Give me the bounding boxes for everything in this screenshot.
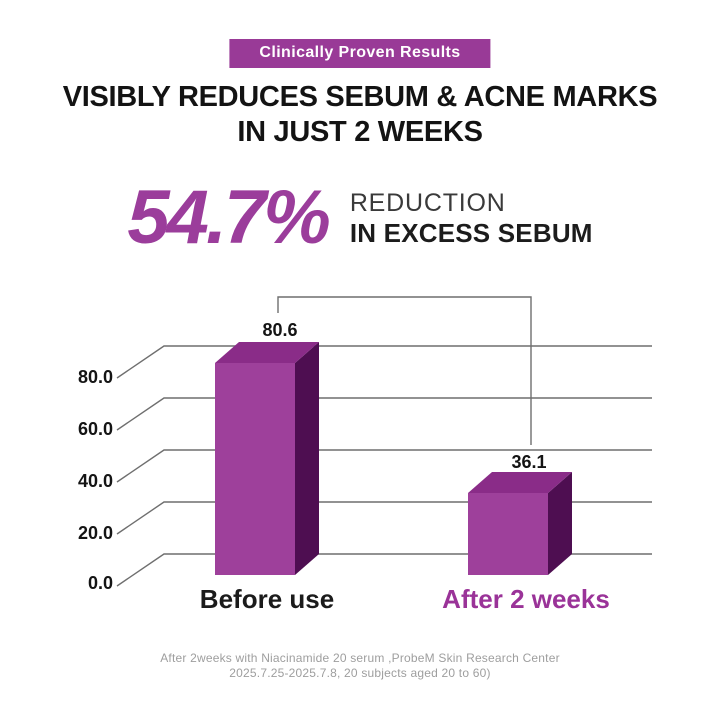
bar-after-front-face	[468, 493, 548, 575]
clinically-proven-badge: Clinically Proven Results	[229, 39, 491, 68]
headline-line-1: VISIBLY REDUCES SEBUM & ACNE MARKS	[62, 81, 658, 113]
gridline-80	[116, 345, 652, 379]
footnote-line-1: After 2weeks with Niacinamide 20 serum ,…	[160, 651, 560, 665]
bar-before-side-face	[295, 342, 319, 575]
bar-before-value-label: 80.6	[262, 320, 297, 340]
gridline-0	[116, 553, 652, 587]
gridline-40	[116, 449, 652, 483]
bar-before-front-face	[215, 363, 295, 575]
footnote: After 2weeks with Niacinamide 20 serum ,…	[0, 651, 720, 681]
y-axis-tick-labels: 80.0 60.0 40.0 20.0 0.0	[78, 367, 113, 593]
bar-before-category-label: Before use	[200, 584, 334, 614]
headline-line-2: IN JUST 2 WEEKS	[237, 116, 483, 148]
bar-after-2-weeks	[468, 472, 572, 575]
y-tick-label-0: 0.0	[88, 573, 113, 593]
y-tick-label-60: 60.0	[78, 419, 113, 439]
bar-before-top-face	[215, 342, 319, 363]
badge-label: Clinically Proven Results	[259, 44, 461, 61]
bar-before-use	[215, 342, 319, 575]
bar-after-top-face	[468, 472, 572, 493]
y-tick-label-80: 80.0	[78, 367, 113, 387]
gridline-60	[116, 397, 652, 431]
stat-value: 54.7%	[127, 175, 330, 260]
bar-after-category-label: After 2 weeks	[442, 584, 610, 614]
stat-callout: 54.7% REDUCTION IN EXCESS SEBUM	[0, 180, 720, 256]
page-title: VISIBLY REDUCES SEBUM & ACNE MARKS IN JU…	[0, 80, 720, 150]
stat-sub-block: REDUCTION IN EXCESS SEBUM	[350, 188, 593, 248]
footnote-line-2: 2025.7.25-2025.7.8, 20 subjects aged 20 …	[229, 666, 491, 680]
y-tick-label-20: 20.0	[78, 523, 113, 543]
stat-sub-line-1: REDUCTION	[349, 189, 506, 217]
bar-after-side-face	[548, 472, 572, 575]
y-tick-label-40: 40.0	[78, 471, 113, 491]
comparison-bracket-line	[277, 296, 532, 445]
stat-sub-line-2: IN EXCESS SEBUM	[349, 218, 593, 248]
sebum-bar-chart: 80.0 60.0 40.0 20.0 0.0 80.6 36.1 Before…	[78, 296, 652, 614]
bar-after-value-label: 36.1	[511, 452, 546, 472]
